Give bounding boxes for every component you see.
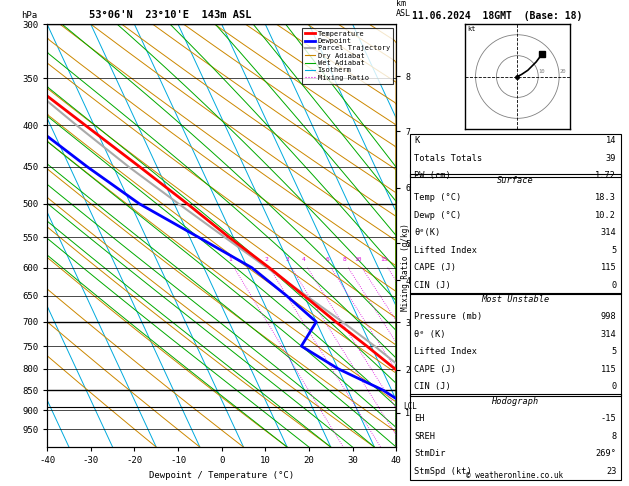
Text: 0: 0 xyxy=(611,281,616,290)
Text: km
ASL: km ASL xyxy=(396,0,411,18)
Text: 3: 3 xyxy=(286,257,289,262)
Text: Temp (°C): Temp (°C) xyxy=(414,193,461,203)
Text: θᵉ(K): θᵉ(K) xyxy=(414,228,440,238)
Text: 10: 10 xyxy=(354,257,362,262)
Text: 6: 6 xyxy=(325,257,329,262)
Text: Most Unstable: Most Unstable xyxy=(481,295,549,304)
Text: 23: 23 xyxy=(606,467,616,476)
Text: 0: 0 xyxy=(611,382,616,392)
Text: 53°06'N  23°10'E  143m ASL: 53°06'N 23°10'E 143m ASL xyxy=(89,10,252,20)
Text: Dewp (°C): Dewp (°C) xyxy=(414,211,461,220)
Text: Lifted Index: Lifted Index xyxy=(414,246,477,255)
Text: LCL: LCL xyxy=(403,402,417,412)
Text: CIN (J): CIN (J) xyxy=(414,382,450,392)
Text: -15: -15 xyxy=(601,414,616,423)
Text: Hodograph: Hodograph xyxy=(491,397,539,406)
Text: © weatheronline.co.uk: © weatheronline.co.uk xyxy=(466,471,563,480)
Text: 998: 998 xyxy=(601,312,616,322)
Text: EH: EH xyxy=(414,414,425,423)
Text: θᵉ (K): θᵉ (K) xyxy=(414,330,445,339)
Text: Lifted Index: Lifted Index xyxy=(414,347,477,357)
Text: 5: 5 xyxy=(611,246,616,255)
Text: kt: kt xyxy=(467,26,476,32)
Legend: Temperature, Dewpoint, Parcel Trajectory, Dry Adiabat, Wet Adiabat, Isotherm, Mi: Temperature, Dewpoint, Parcel Trajectory… xyxy=(302,28,392,84)
Text: 269°: 269° xyxy=(596,449,616,458)
X-axis label: Dewpoint / Temperature (°C): Dewpoint / Temperature (°C) xyxy=(149,471,294,480)
Text: Surface: Surface xyxy=(497,176,533,185)
Text: 11.06.2024  18GMT  (Base: 18): 11.06.2024 18GMT (Base: 18) xyxy=(412,11,582,21)
Text: hPa: hPa xyxy=(21,11,37,20)
Text: 5: 5 xyxy=(611,347,616,357)
Text: 18.3: 18.3 xyxy=(596,193,616,203)
Text: Totals Totals: Totals Totals xyxy=(414,154,482,163)
Text: SREH: SREH xyxy=(414,432,435,441)
Text: CAPE (J): CAPE (J) xyxy=(414,263,456,273)
Text: 115: 115 xyxy=(601,365,616,374)
Text: StmDir: StmDir xyxy=(414,449,445,458)
Text: 2: 2 xyxy=(264,257,268,262)
Text: 115: 115 xyxy=(601,263,616,273)
Text: Mixing Ratio (g/kg): Mixing Ratio (g/kg) xyxy=(401,224,410,311)
Text: 4: 4 xyxy=(302,257,306,262)
Text: 14: 14 xyxy=(606,136,616,145)
Text: 15: 15 xyxy=(380,257,387,262)
Text: StmSpd (kt): StmSpd (kt) xyxy=(414,467,472,476)
Text: 8: 8 xyxy=(343,257,347,262)
Text: 314: 314 xyxy=(601,330,616,339)
Text: 8: 8 xyxy=(611,432,616,441)
Text: 10.2: 10.2 xyxy=(596,211,616,220)
Text: 20: 20 xyxy=(559,69,565,74)
Text: CAPE (J): CAPE (J) xyxy=(414,365,456,374)
Text: 1: 1 xyxy=(229,257,233,262)
Text: 314: 314 xyxy=(601,228,616,238)
Text: 10: 10 xyxy=(538,69,545,74)
Text: 1.72: 1.72 xyxy=(596,171,616,180)
Text: PW (cm): PW (cm) xyxy=(414,171,450,180)
Text: CIN (J): CIN (J) xyxy=(414,281,450,290)
Text: Pressure (mb): Pressure (mb) xyxy=(414,312,482,322)
Text: K: K xyxy=(414,136,419,145)
Text: 39: 39 xyxy=(606,154,616,163)
